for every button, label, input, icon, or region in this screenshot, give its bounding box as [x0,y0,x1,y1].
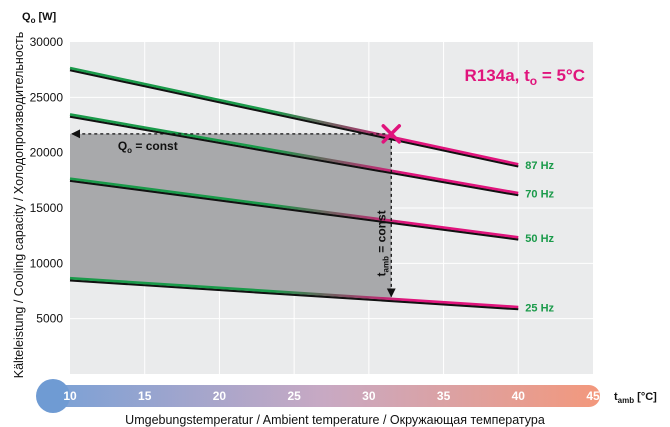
y-axis-unit: Qo [W] [22,11,57,25]
series-line-shadow [69,179,519,241]
x-axis-unit: tamb [°C] [614,391,657,405]
x-axis-label: Umgebungstemperatur / Ambient temperatur… [125,413,545,427]
x-axis-bar [50,385,600,407]
y-tick-label: 10000 [30,256,64,270]
y-axis-label: Kälteleistung / Cooling capacity / Холод… [12,32,26,378]
y-tick-label: 5000 [36,312,63,326]
series-line [69,276,519,309]
x-axis-bar-start-dot [36,379,70,413]
series-line-shadow [69,115,519,197]
y-tick-label: 25000 [30,90,64,104]
series-label: 87 Hz [525,160,554,172]
series-line-shadow [69,279,519,311]
shaded-region [70,133,392,300]
chart-title: R134a, to = 5°C [465,66,585,88]
series-label: 50 Hz [525,233,554,245]
series-label: 25 Hz [525,303,554,315]
x-tick-label: 35 [437,389,451,403]
x-tick-label: 10 [63,389,77,403]
y-tick-label: 15000 [30,201,64,215]
annotation-layer: Qo = const tamb = const [71,124,402,298]
y-ticks: 5000 10000 15000 20000 25000 30000 [30,35,64,326]
x-tick-label: 20 [213,389,227,403]
x-ticks: 10 15 20 25 30 35 40 45 [63,389,600,403]
x-tick-label: 15 [138,389,152,403]
y-tick-label: 30000 [30,35,64,49]
series-layer: 87 Hz 70 Hz 50 Hz 25 Hz [69,66,555,315]
operating-point-marker [381,124,402,144]
series-line [69,177,519,239]
x-tick-label: 45 [586,389,600,403]
series-label: 70 Hz [525,189,554,201]
x-tick-label: 25 [287,389,301,403]
y-tick-label: 20000 [30,146,64,160]
x-tick-label: 30 [362,389,376,403]
series-line-shadow [69,69,519,168]
series-line [69,66,519,166]
t-const-label: tamb = const [374,210,390,276]
series-line [69,113,519,195]
q-const-label: Qo = const [118,139,178,155]
x-tick-label: 40 [512,389,526,403]
